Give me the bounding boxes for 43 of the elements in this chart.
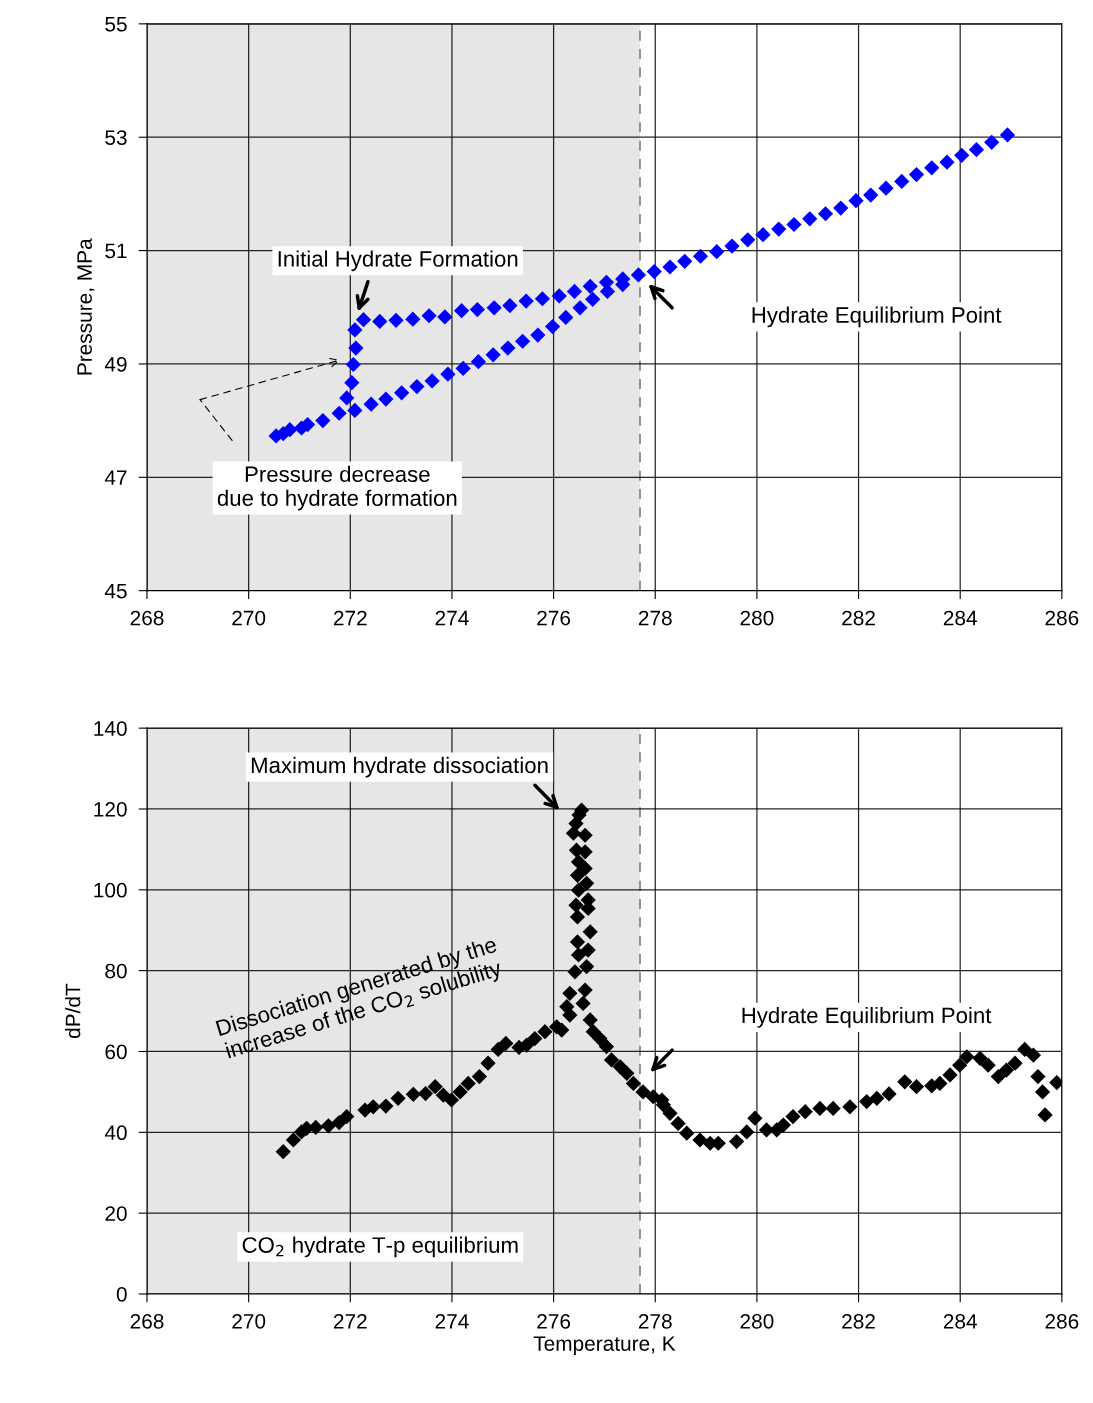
y-tick-label: 53 xyxy=(105,130,127,145)
x-tick-label: 278 xyxy=(638,1313,672,1329)
y-axis-title: Pressure, MPa xyxy=(77,238,95,375)
x-tick-label: 274 xyxy=(435,1313,469,1329)
annotation: Maximum hydrate dissociation xyxy=(251,756,548,778)
y-tick-label: 140 xyxy=(94,721,127,736)
annotation: Initial Hydrate Formation xyxy=(278,250,518,272)
x-tick-label: 274 xyxy=(435,610,469,626)
y-tick-label: 40 xyxy=(104,1125,127,1141)
y-tick-label: 45 xyxy=(104,583,127,599)
x-tick-label: 280 xyxy=(740,610,774,626)
y-tick-label: 120 xyxy=(94,801,127,817)
x-tick-label: 276 xyxy=(537,610,571,626)
x-tick-label: 286 xyxy=(1045,1313,1079,1329)
annotation: Hydrate Equilibrium Point xyxy=(752,306,1002,328)
y-tick-label: 100 xyxy=(94,882,127,898)
x-tick-label: 282 xyxy=(842,610,875,626)
x-tick-label: 268 xyxy=(130,610,164,626)
x-tick-label: 276 xyxy=(537,1313,571,1329)
x-tick-label: 282 xyxy=(842,1313,875,1329)
y-tick-label: 60 xyxy=(105,1044,127,1060)
x-tick-label: 278 xyxy=(638,610,672,626)
y-tick-label: 80 xyxy=(105,963,127,979)
x-tick-label: 272 xyxy=(333,610,367,626)
x-tick-label: 286 xyxy=(1045,610,1079,626)
y-tick-label: 49 xyxy=(104,356,127,372)
x-tick-label: 268 xyxy=(130,1313,164,1329)
y-tick-label: 55 xyxy=(105,17,127,32)
x-tick-label: 272 xyxy=(333,1313,367,1329)
x-tick-label: 280 xyxy=(740,1313,774,1329)
x-tick-label: 284 xyxy=(943,1313,977,1329)
x-tick-label: 270 xyxy=(232,610,266,626)
annotation: Hydrate Equilibrium Point xyxy=(742,1006,992,1028)
x-tick-label: 270 xyxy=(232,1313,266,1329)
y-tick-label: 47 xyxy=(104,470,127,485)
annotation: CO$_{2}$ hydrate T-p equilibrium xyxy=(242,1236,518,1258)
x-tick-label: 284 xyxy=(943,610,977,626)
y-axis-title: dP/dT xyxy=(65,983,81,1038)
y-tick-label: 0 xyxy=(116,1286,127,1302)
x-axis-title: Temperature, K xyxy=(533,1336,676,1356)
annotation: Pressure decrease due to hydrate formation xyxy=(217,465,457,511)
y-tick-label: 20 xyxy=(105,1206,127,1221)
y-tick-label: 51 xyxy=(105,243,127,259)
